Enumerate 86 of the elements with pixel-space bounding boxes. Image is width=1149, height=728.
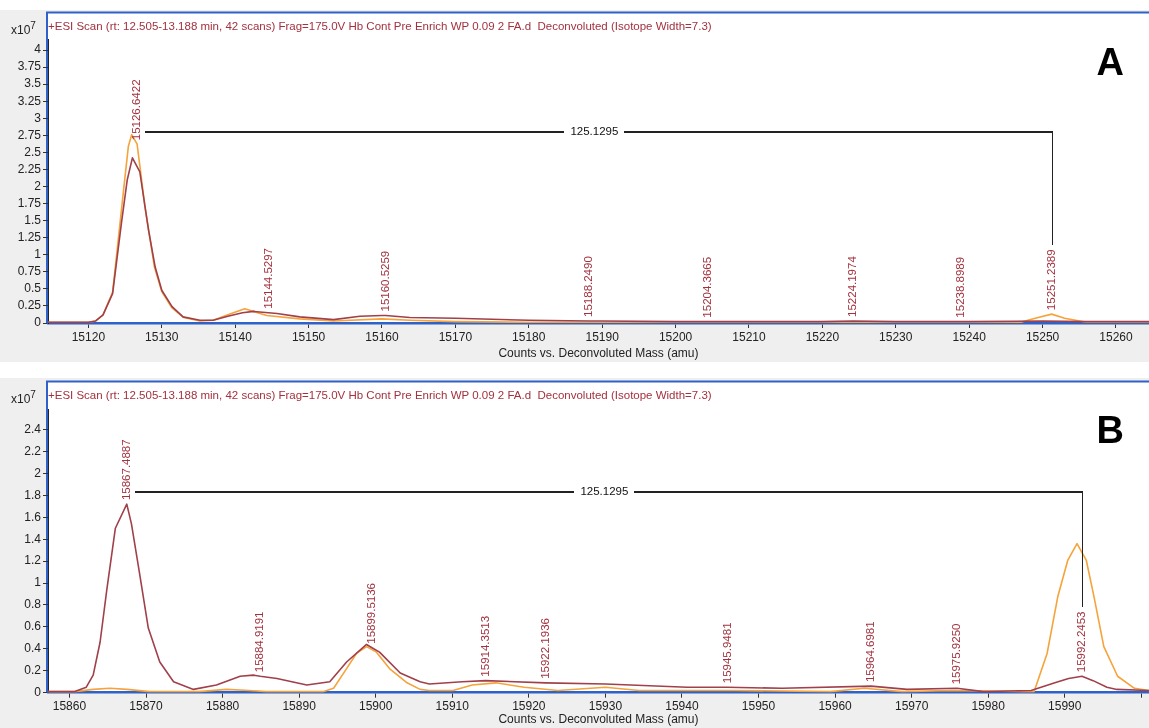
x-axis-title: Counts vs. Deconvoluted Mass (amu) xyxy=(498,346,699,361)
y-axis-title: x10$^{7}$ xyxy=(11,18,36,38)
y-tick-label: 1 xyxy=(34,575,42,590)
x-tick-label: 15920 xyxy=(512,699,546,714)
x-tick-label: 15160 xyxy=(365,329,399,344)
y-tick-label: 2.4 xyxy=(24,421,42,436)
y-tick-label: 0.5 xyxy=(24,281,42,296)
x-tick-label: 15930 xyxy=(588,699,623,714)
x-tick-label: 15980 xyxy=(971,699,1006,714)
y-tick-label: 1.25 xyxy=(17,230,42,245)
y-tick-label: 0.8 xyxy=(24,597,42,612)
y-tick-label: 2.2 xyxy=(24,443,42,458)
x-tick-label: 15120 xyxy=(71,329,106,344)
y-tick-label: 1.6 xyxy=(24,509,42,524)
y-tick-label: 2.75 xyxy=(17,127,42,142)
x-tick-label: 15250 xyxy=(1025,329,1060,344)
x-tick-label: 15220 xyxy=(805,329,840,344)
chart-title: +ESI Scan (rt: 12.505-13.188 min, 42 scans) Frag=175.0V Hb Cont Pre Enrich WP 0.09 2 FA.d Deconvoluted (Isotope Width=7.3) xyxy=(48,389,712,402)
annotation: 15160.5259 xyxy=(379,250,391,312)
annotation: 15922.1936 xyxy=(538,618,551,679)
y-tick-label: 3.5 xyxy=(24,76,42,91)
y-tick-label: 3.25 xyxy=(17,93,42,108)
x-tick-label: 15190 xyxy=(585,329,620,344)
annotation: 15144.5297 xyxy=(261,248,274,309)
annotation: 15126.6422 xyxy=(130,79,143,141)
x-tick-label: 15880 xyxy=(205,699,240,714)
x-tick-label: 15910 xyxy=(435,699,470,714)
x-tick-label: 15180 xyxy=(512,329,546,344)
annotation: 15992.2453 xyxy=(1075,611,1088,673)
y-tick-label: 2 xyxy=(34,465,42,480)
annotation: 15867.4887 xyxy=(119,439,132,501)
annotation: B xyxy=(1096,409,1124,451)
annotation: 125.1295 xyxy=(570,125,619,138)
annotation: 15914.3513 xyxy=(478,615,491,677)
x-tick-label: 15950 xyxy=(741,699,776,714)
y-axis-title: x10$^{7}$ xyxy=(11,387,36,407)
y-tick-label: 0 xyxy=(34,315,42,330)
annotation: 15975.9250 xyxy=(950,623,963,685)
x-tick-label: 15210 xyxy=(732,329,766,344)
y-tick-label: 4 xyxy=(34,42,42,57)
y-tick-label: 0.6 xyxy=(24,619,42,634)
x-tick-label: 15960 xyxy=(818,699,853,714)
y-tick-label: 0 xyxy=(34,685,42,700)
x-tick-label: 15150 xyxy=(291,329,326,344)
x-tick-label: 15860 xyxy=(52,699,87,714)
y-tick-label: 2 xyxy=(34,178,42,193)
x-tick-label: 15870 xyxy=(129,699,164,714)
x-tick-label: 15230 xyxy=(879,329,913,344)
x-tick-label: 15900 xyxy=(359,699,393,714)
x-tick-label: 15240 xyxy=(952,329,987,344)
annotation: 15238.8989 xyxy=(954,256,967,318)
annotation: 15899.5136 xyxy=(365,582,378,644)
y-tick-label: 3.75 xyxy=(17,59,42,74)
x-tick-label: 15940 xyxy=(665,699,699,714)
y-tick-label: 2.5 xyxy=(24,144,42,159)
y-tick-label: 1.5 xyxy=(24,212,42,227)
y-tick-label: 0.2 xyxy=(24,663,42,678)
annotation: 15884.9191 xyxy=(253,611,266,673)
annotation: A xyxy=(1096,40,1124,83)
x-tick-label: 15140 xyxy=(218,329,253,344)
y-tick-label: 1.8 xyxy=(24,487,42,502)
annotation: 15251.2389 xyxy=(1044,249,1057,311)
annotation: 15224.1974 xyxy=(846,255,859,317)
annotation: 125.1295 xyxy=(580,485,629,498)
y-tick-label: 0.4 xyxy=(24,641,42,656)
annotation: 15945.9481 xyxy=(720,622,733,684)
annotation: 15204.3665 xyxy=(700,256,713,318)
y-tick-label: 1.4 xyxy=(24,531,42,546)
x-tick-label: 15890 xyxy=(282,699,317,714)
y-tick-label: 0.75 xyxy=(17,264,42,279)
x-tick-label: 15130 xyxy=(145,329,179,344)
x-tick-label: 15170 xyxy=(438,329,473,344)
x-tick-label: 15970 xyxy=(894,699,929,714)
y-tick-label: 1 xyxy=(34,247,42,262)
x-tick-label: 15200 xyxy=(658,329,693,344)
annotation: 15188.2490 xyxy=(582,256,595,317)
y-tick-label: 2.25 xyxy=(17,161,42,176)
chart-title: +ESI Scan (rt: 12.505-13.188 min, 42 scans) Frag=175.0V Hb Cont Pre Enrich WP 0.09 2 FA.d Deconvoluted (Isotope Width=7.3) xyxy=(48,20,712,33)
y-tick-label: 1.2 xyxy=(24,553,42,568)
x-tick-label: 15260 xyxy=(1099,329,1133,344)
y-tick-label: 3 xyxy=(34,110,42,125)
y-tick-label: 1.75 xyxy=(17,195,42,210)
x-tick-label: 15990 xyxy=(1048,699,1082,714)
annotation: 15964.6981 xyxy=(864,621,877,683)
x-axis-title: Counts vs. Deconvoluted Mass (amu) xyxy=(498,712,699,727)
y-tick-label: 0.25 xyxy=(17,298,42,313)
